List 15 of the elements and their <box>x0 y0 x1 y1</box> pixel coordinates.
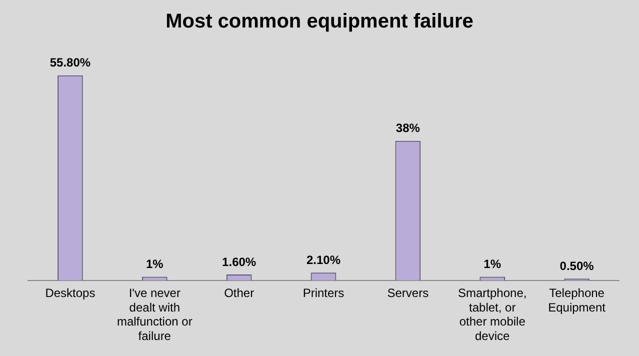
data-label: 1% <box>146 257 164 272</box>
x-tick-label: Servers <box>387 286 429 300</box>
x-tick-label: Desktops <box>45 286 96 300</box>
x-tick-label: Telephone Equipment <box>548 286 606 314</box>
data-label: 2.10% <box>306 253 341 267</box>
x-tick-label: I've never dealt with malfunction or failure <box>116 286 192 344</box>
data-label: 55.80% <box>50 56 91 70</box>
x-tick-label: Other <box>224 286 254 300</box>
data-label: 0.50% <box>560 258 594 273</box>
x-tick-label: Printers <box>302 286 344 300</box>
x-tick-label: Smartphone, tablet, or other mobile device <box>458 286 527 344</box>
data-label: 1.60% <box>222 254 256 269</box>
chart-title: Most common equipment failure <box>166 10 474 33</box>
data-label: 38% <box>396 121 420 136</box>
data-label: 1% <box>484 257 502 272</box>
